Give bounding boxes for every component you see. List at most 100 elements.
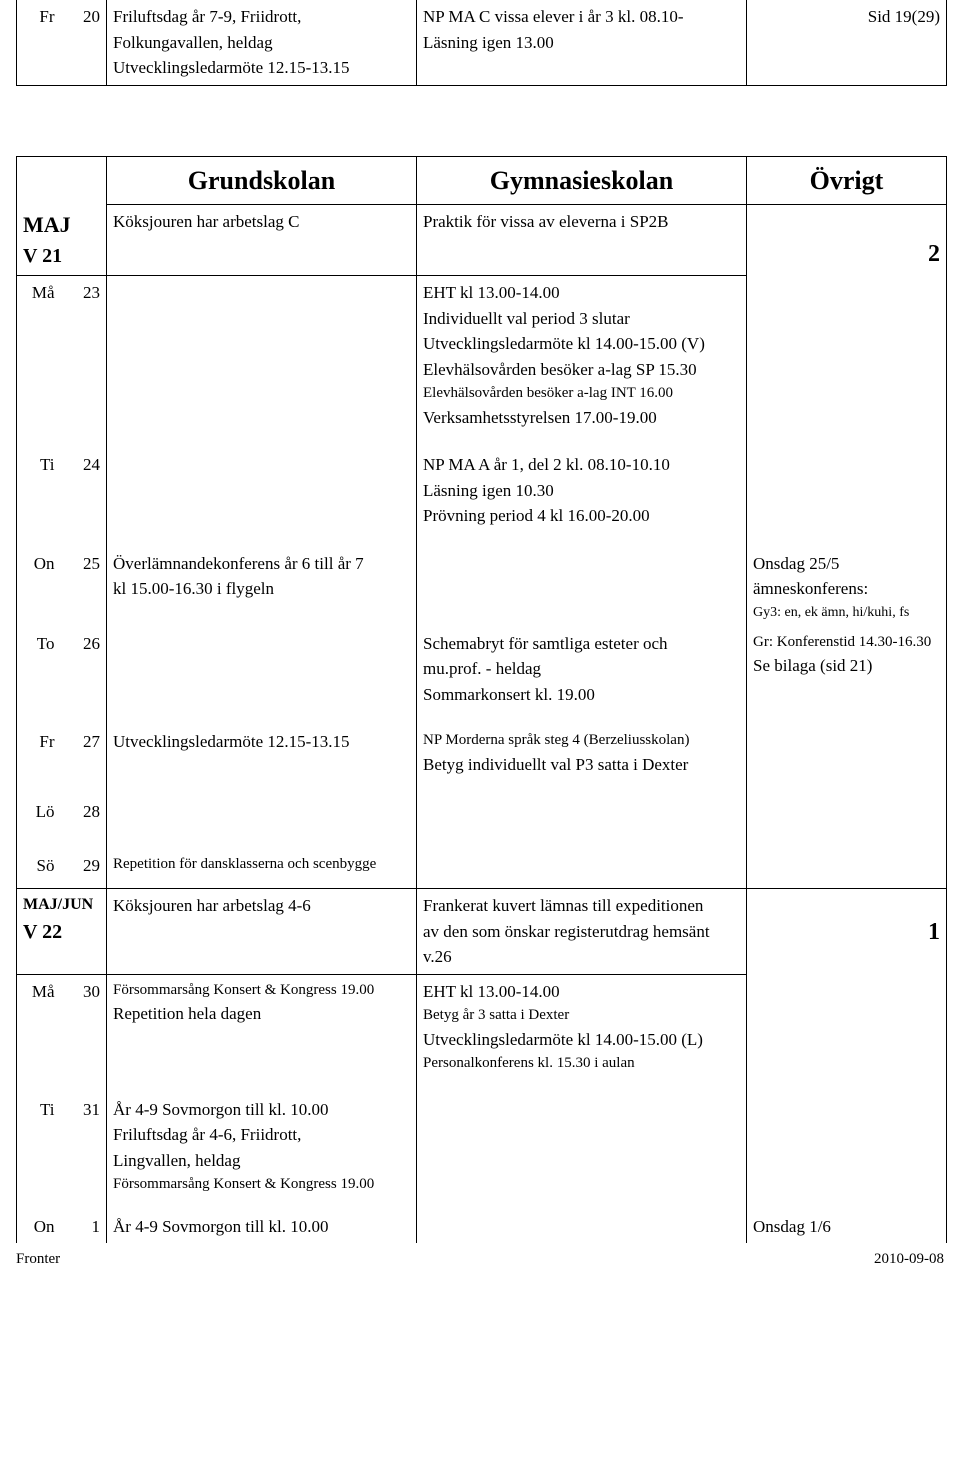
text: Repetition hela dagen <box>113 1001 410 1027</box>
text: Lingvallen, heldag <box>113 1148 410 1174</box>
text: Elevhälsovården besöker a-lag INT 16.00 <box>423 382 740 405</box>
date-cell: 20 <box>65 0 107 85</box>
ovrigt-cell <box>747 974 947 1079</box>
date-cell: 1 <box>65 1200 107 1244</box>
date-cell: 25 <box>65 533 107 627</box>
footer: Fronter 2010-09-08 <box>16 1251 944 1268</box>
ovrigt-cell <box>747 711 947 781</box>
gym-cell <box>417 839 747 889</box>
grund-cell: Köksjouren har arbetslag C <box>107 204 417 276</box>
date-cell: 27 <box>65 711 107 781</box>
text: NP Morderna språk steg 4 (Berzeliusskola… <box>423 729 740 752</box>
day-cell: Fr <box>17 711 65 781</box>
grund-cell <box>107 627 417 712</box>
header-gym: Gymnasieskolan <box>417 156 747 204</box>
page-number: Sid 19(29) <box>747 0 947 85</box>
ovrigt-cell <box>747 276 947 435</box>
day-cell: Sö <box>17 839 65 889</box>
gym-cell: NP MA A år 1, del 2 kl. 08.10-10.10 Läsn… <box>417 434 747 533</box>
text: kl 15.00-16.30 i flygeln <box>113 576 410 602</box>
text: Frankerat kuvert lämnas till expeditione… <box>423 893 740 919</box>
day-cell: Ti <box>17 434 65 533</box>
blank-header <box>17 156 107 204</box>
top-row-table: Fr 20 Friluftsdag år 7-9, Friidrott, Fol… <box>16 0 947 86</box>
grund-cell: Försommarsång Konsert & Kongress 19.00 R… <box>107 974 417 1079</box>
day-cell: On <box>17 533 65 627</box>
grund-cell: År 4-9 Sovmorgon till kl. 10.00 <box>107 1200 417 1244</box>
text: ämneskonferens: <box>753 576 940 602</box>
text: av den som önskar registerutdrag hemsänt <box>423 919 740 945</box>
text: Försommarsång Konsert & Kongress 19.00 <box>113 1173 410 1196</box>
text: NP MA A år 1, del 2 kl. 08.10-10.10 <box>423 452 740 478</box>
day-cell: Lö <box>17 781 65 839</box>
ovrigt-cell <box>747 434 947 533</box>
text: EHT kl 13.00-14.00 <box>423 979 740 1005</box>
date-cell: 28 <box>65 781 107 839</box>
text: v.26 <box>423 944 740 970</box>
grund-cell: Friluftsdag år 7-9, Friidrott, Folkungav… <box>107 0 417 85</box>
text: Friluftsdag år 4-6, Friidrott, <box>113 1122 410 1148</box>
gym-cell: Frankerat kuvert lämnas till expeditione… <box>417 889 747 975</box>
text: Utvecklingsledarmöte kl 14.00-15.00 (L) <box>423 1027 740 1053</box>
grund-cell <box>107 434 417 533</box>
ovrigt-cell <box>747 781 947 839</box>
footer-right: 2010-09-08 <box>874 1251 944 1268</box>
date-cell: 31 <box>65 1079 107 1200</box>
week-month: MAJ/JUN <box>23 893 100 917</box>
day-cell: On <box>17 1200 65 1244</box>
text: Sommarkonsert kl. 19.00 <box>423 682 740 708</box>
week-month: MAJ <box>23 208 100 241</box>
text: Personalkonferens kl. 15.30 i aulan <box>423 1052 740 1075</box>
text: Överlämnandekonferens år 6 till år 7 <box>113 551 410 577</box>
text: Elevhälsovården besöker a-lag SP 15.30 <box>423 357 740 383</box>
date-cell: 24 <box>65 434 107 533</box>
day-cell: Må <box>17 974 65 1079</box>
text: mu.prof. - heldag <box>423 656 740 682</box>
text: Prövning period 4 kl 16.00-20.00 <box>423 503 740 529</box>
text: Läsning igen 10.30 <box>423 478 740 504</box>
gym-cell <box>417 1079 747 1200</box>
header-ovrigt: Övrigt <box>747 156 947 204</box>
grund-cell: Köksjouren har arbetslag 4-6 <box>107 889 417 975</box>
gym-cell: EHT kl 13.00-14.00 Betyg år 3 satta i De… <box>417 974 747 1079</box>
text: Schemabryt för samtliga esteter och <box>423 631 740 657</box>
text: År 4-9 Sovmorgon till kl. 10.00 <box>113 1097 410 1123</box>
text: Gy3: en, ek ämn, hi/kuhi, fs <box>753 602 940 623</box>
week-number: V 21 <box>23 241 100 271</box>
text: Betyg år 3 satta i Dexter <box>423 1004 740 1027</box>
grund-cell <box>107 276 417 435</box>
text: Folkungavallen, heldag <box>113 30 410 56</box>
grund-cell: Utvecklingsledarmöte 12.15-13.15 <box>107 711 417 781</box>
date-cell: 26 <box>65 627 107 712</box>
text: Utvecklingsledarmöte kl 14.00-15.00 (V) <box>423 331 740 357</box>
week-number: V 22 <box>23 917 100 947</box>
gym-cell: EHT kl 13.00-14.00 Individuellt val peri… <box>417 276 747 435</box>
header-grund: Grundskolan <box>107 156 417 204</box>
date-cell: 23 <box>65 276 107 435</box>
schedule-table: Grundskolan Gymnasieskolan Övrigt MAJ V … <box>16 156 947 1244</box>
right-num: 1 <box>747 889 947 975</box>
text: Onsdag 25/5 <box>753 551 940 577</box>
gym-cell: Schemabryt för samtliga esteter och mu.p… <box>417 627 747 712</box>
gym-cell: NP Morderna språk steg 4 (Berzeliusskola… <box>417 711 747 781</box>
ovrigt-cell: Onsdag 1/6 <box>747 1200 947 1244</box>
ovrigt-cell: Gr: Konferenstid 14.30-16.30 Se bilaga (… <box>747 627 947 712</box>
gym-cell <box>417 1200 747 1244</box>
gym-cell <box>417 533 747 627</box>
grund-cell: År 4-9 Sovmorgon till kl. 10.00 Frilufts… <box>107 1079 417 1200</box>
text: NP MA C vissa elever i år 3 kl. 08.10- <box>423 4 740 30</box>
day-cell: Fr <box>17 0 65 85</box>
date-cell: 29 <box>65 839 107 889</box>
gym-cell: Praktik för vissa av eleverna i SP2B <box>417 204 747 276</box>
ovrigt-cell: Onsdag 25/5 ämneskonferens: Gy3: en, ek … <box>747 533 947 627</box>
text: Betyg individuellt val P3 satta i Dexter <box>423 752 740 778</box>
text: Utvecklingsledarmöte 12.15-13.15 <box>113 55 410 81</box>
ovrigt-cell <box>747 1079 947 1200</box>
week-cell: MAJ V 21 <box>17 204 107 276</box>
day-cell: Ti <box>17 1079 65 1200</box>
text: Friluftsdag år 7-9, Friidrott, <box>113 4 410 30</box>
ovrigt-cell <box>747 839 947 889</box>
text: Gr: Konferenstid 14.30-16.30 <box>753 631 940 654</box>
text: Individuellt val period 3 slutar <box>423 306 740 332</box>
grund-cell <box>107 781 417 839</box>
